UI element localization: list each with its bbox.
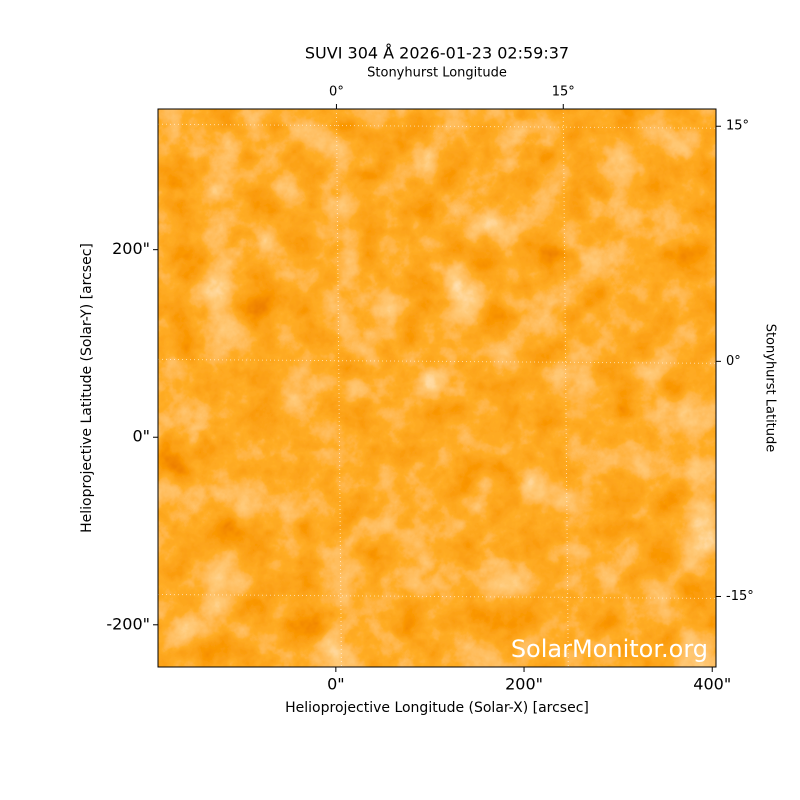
watermark: SolarMonitor.org (511, 635, 708, 663)
x2-tick-label: 0° (329, 85, 344, 100)
y-tick-label: 200" (112, 239, 150, 258)
y-tick-label: -200" (106, 614, 150, 633)
x-tick-label: 200" (505, 675, 543, 694)
x-axis-label: Helioprojective Longitude (Solar-X) [arc… (285, 700, 589, 716)
solar-image (158, 109, 716, 667)
y-axis-label: Helioprojective Latitude (Solar-Y) [arcs… (79, 243, 95, 533)
y2-tick-label: 15° (726, 119, 749, 134)
y2-tick-label: 0° (726, 354, 741, 369)
x-tick-label: 400" (693, 675, 731, 694)
y2-axis-label: Stonyhurst Latitude (763, 324, 778, 453)
x-tick-label: 0" (327, 675, 345, 694)
chart-title: SUVI 304 Å 2026-01-23 02:59:37 (305, 44, 569, 63)
y2-tick-label: -15° (726, 589, 754, 604)
y-tick-label: 0" (132, 427, 150, 446)
x2-axis-label: Stonyhurst Longitude (367, 66, 507, 81)
plot-frame (157, 108, 717, 668)
x2-tick-label: 15° (552, 85, 575, 100)
